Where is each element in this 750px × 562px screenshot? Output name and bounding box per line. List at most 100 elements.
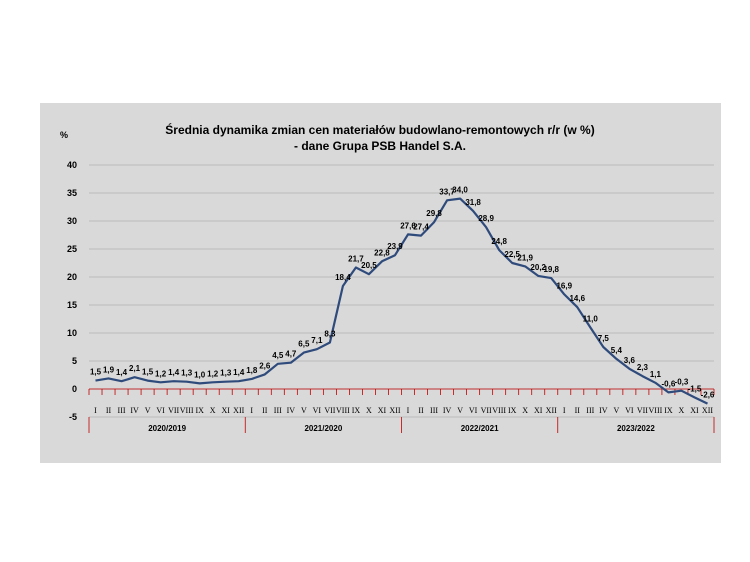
- x-tick-label: IX: [508, 406, 517, 415]
- data-label: 1,2: [207, 369, 219, 378]
- x-tick-label: VIII: [492, 406, 506, 415]
- x-tick-label: XII: [546, 406, 557, 415]
- x-tick-label: XII: [233, 406, 244, 415]
- data-label: 19,8: [543, 265, 559, 274]
- data-label: 21,7: [348, 254, 364, 263]
- chart-title: Średnia dynamika zmian cen materiałów bu…: [165, 122, 594, 137]
- series-line: [95, 197, 708, 405]
- year-group-label: 2023/2022: [617, 424, 655, 433]
- x-tick-label: III: [118, 406, 126, 415]
- x-tick-label: I: [407, 406, 410, 415]
- data-label: 6,5: [298, 340, 310, 349]
- x-tick-label: VI: [469, 406, 478, 415]
- data-label: 1,0: [194, 370, 206, 379]
- data-label: 14,6: [569, 294, 585, 303]
- data-label: 1,2: [155, 369, 167, 378]
- x-tick-label: V: [457, 406, 463, 415]
- data-label: 4,5: [272, 351, 284, 360]
- data-label: 1,1: [650, 370, 662, 379]
- data-label: -1,5: [688, 384, 702, 393]
- x-tick-label: VIII: [180, 406, 194, 415]
- x-tick-label: IV: [443, 406, 452, 415]
- data-label: 27,4: [413, 223, 429, 232]
- x-tick-label: VIII: [649, 406, 663, 415]
- data-label: 1,9: [103, 365, 115, 374]
- data-label: 1,5: [142, 368, 154, 377]
- x-tick-label: VII: [168, 406, 179, 415]
- y-tick-label: 15: [67, 300, 77, 310]
- x-tick-label: XI: [534, 406, 543, 415]
- data-label: 1,4: [116, 368, 128, 377]
- data-label: 8,3: [324, 330, 336, 339]
- x-tick-label: XI: [690, 406, 699, 415]
- x-tick-label: IX: [195, 406, 204, 415]
- y-axis-unit-label: %: [60, 130, 68, 140]
- data-label: 7,5: [598, 334, 610, 343]
- x-tick-label: XII: [702, 406, 713, 415]
- x-tick-label: IX: [352, 406, 361, 415]
- data-label: 22,8: [374, 248, 390, 257]
- y-tick-label: 30: [67, 216, 77, 226]
- x-tick-label: X: [366, 406, 372, 415]
- x-tick-label: III: [274, 406, 282, 415]
- data-label: -0,3: [675, 378, 689, 387]
- x-tick-label: II: [418, 406, 424, 415]
- x-tick-label: X: [522, 406, 528, 415]
- data-label: 1,4: [168, 368, 180, 377]
- data-label: 22,5: [504, 250, 520, 259]
- data-label: -2,6: [701, 391, 715, 400]
- y-tick-label: 20: [67, 272, 77, 282]
- data-label: 20,5: [361, 261, 377, 270]
- x-tick-label: VII: [324, 406, 335, 415]
- y-tick-label: 35: [67, 188, 77, 198]
- x-tick-label: XI: [378, 406, 387, 415]
- data-label: 4,7: [285, 350, 297, 359]
- x-tick-label: III: [430, 406, 438, 415]
- x-tick-label: II: [106, 406, 112, 415]
- x-tick-label: II: [575, 406, 581, 415]
- x-tick-label: V: [145, 406, 151, 415]
- x-tick-label: V: [613, 406, 619, 415]
- x-tick-label: IV: [130, 406, 139, 415]
- data-label: 20,2: [530, 263, 546, 272]
- y-tick-label: 10: [67, 328, 77, 338]
- x-tick-label: IV: [599, 406, 608, 415]
- data-label: 24,8: [491, 237, 507, 246]
- x-tick-label: IV: [287, 406, 296, 415]
- data-label: 33,7: [439, 187, 455, 196]
- x-tick-label: XII: [389, 406, 400, 415]
- data-label: 5,4: [611, 346, 623, 355]
- x-tick-label: VII: [637, 406, 648, 415]
- line-chart: Średnia dynamika zmian cen materiałów bu…: [60, 122, 715, 433]
- y-tick-label: 40: [67, 160, 77, 170]
- y-tick-label: 0: [72, 384, 77, 394]
- data-label: 18,4: [335, 273, 351, 282]
- x-tick-label: X: [679, 406, 685, 415]
- data-label: 16,9: [556, 281, 572, 290]
- data-label: 7,1: [311, 336, 323, 345]
- x-tick-label: III: [586, 406, 594, 415]
- data-label: 3,6: [624, 356, 636, 365]
- data-label: 2,1: [129, 364, 141, 373]
- data-label: 11,0: [583, 314, 599, 323]
- x-tick-label: VIII: [336, 406, 350, 415]
- data-label: 1,3: [220, 369, 232, 378]
- x-tick-label: VI: [313, 406, 322, 415]
- x-tick-label: VII: [481, 406, 492, 415]
- data-label: 1,8: [246, 366, 258, 375]
- x-tick-label: XI: [221, 406, 230, 415]
- x-tick-label: IX: [664, 406, 673, 415]
- data-label: 28,9: [478, 214, 494, 223]
- x-tick-label: I: [563, 406, 566, 415]
- y-tick-label: -5: [69, 412, 77, 422]
- data-label: 2,3: [637, 363, 649, 372]
- x-tick-label: VI: [156, 406, 165, 415]
- data-label: 1,5: [90, 368, 102, 377]
- data-label: 29,8: [426, 209, 442, 218]
- data-label: 27,6: [400, 221, 416, 230]
- year-group-label: 2021/2020: [304, 424, 342, 433]
- x-tick-label: II: [262, 406, 268, 415]
- data-label: 21,9: [517, 253, 533, 262]
- data-label: 34,0: [452, 186, 468, 195]
- data-label: -0,6: [662, 379, 676, 388]
